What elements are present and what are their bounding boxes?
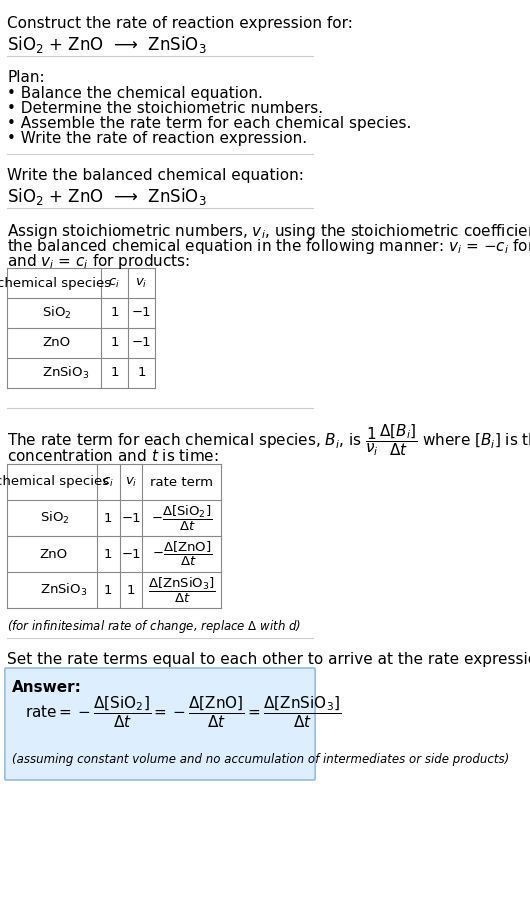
Text: (for infinitesimal rate of change, replace $\Delta$ with $d$): (for infinitesimal rate of change, repla… xyxy=(7,618,302,635)
Text: • Assemble the rate term for each chemical species.: • Assemble the rate term for each chemic… xyxy=(7,116,412,131)
FancyBboxPatch shape xyxy=(5,668,315,780)
Text: chemical species: chemical species xyxy=(0,476,109,489)
Text: 1: 1 xyxy=(104,511,112,525)
Text: $\dfrac{\Delta[\mathrm{ZnSiO_3}]}{\Delta t}$: $\dfrac{\Delta[\mathrm{ZnSiO_3}]}{\Delta… xyxy=(148,576,216,605)
Text: −1: −1 xyxy=(132,337,152,350)
Text: $\mathit{c_i}$: $\mathit{c_i}$ xyxy=(109,276,120,290)
Text: rate term: rate term xyxy=(150,476,213,489)
Text: −1: −1 xyxy=(121,548,141,560)
Text: Assign stoichiometric numbers, $\mathit{v_i}$, using the stoichiometric coeffici: Assign stoichiometric numbers, $\mathit{… xyxy=(7,222,530,241)
Text: $-\dfrac{\Delta[\mathrm{ZnO}]}{\Delta t}$: $-\dfrac{\Delta[\mathrm{ZnO}]}{\Delta t}… xyxy=(152,540,212,568)
Text: ZnO: ZnO xyxy=(42,337,70,350)
Text: $\mathregular{SiO_2}$ + ZnO  ⟶  $\mathregular{ZnSiO_3}$: $\mathregular{SiO_2}$ + ZnO ⟶ $\mathregu… xyxy=(7,34,207,55)
Text: Write the balanced chemical equation:: Write the balanced chemical equation: xyxy=(7,168,304,183)
Text: $\mathregular{SiO_2}$ + ZnO  ⟶  $\mathregular{ZnSiO_3}$: $\mathregular{SiO_2}$ + ZnO ⟶ $\mathregu… xyxy=(7,186,207,207)
Text: 1: 1 xyxy=(104,584,112,597)
Text: and $\mathit{v_i}$ = $\mathit{c_i}$ for products:: and $\mathit{v_i}$ = $\mathit{c_i}$ for … xyxy=(7,252,190,271)
Text: • Write the rate of reaction expression.: • Write the rate of reaction expression. xyxy=(7,131,307,146)
Text: −1: −1 xyxy=(121,511,141,525)
Text: Answer:: Answer: xyxy=(12,680,82,695)
Text: $\mathit{v_i}$: $\mathit{v_i}$ xyxy=(125,476,137,489)
Text: Set the rate terms equal to each other to arrive at the rate expression:: Set the rate terms equal to each other t… xyxy=(7,652,530,667)
Text: • Determine the stoichiometric numbers.: • Determine the stoichiometric numbers. xyxy=(7,101,323,116)
Text: 1: 1 xyxy=(110,307,119,320)
Text: $\mathregular{SiO_2}$: $\mathregular{SiO_2}$ xyxy=(40,510,69,526)
Text: 1: 1 xyxy=(127,584,135,597)
Text: The rate term for each chemical species, $B_i$, is $\dfrac{1}{\nu_i}\dfrac{\Delt: The rate term for each chemical species,… xyxy=(7,422,530,458)
Text: $\mathregular{ZnSiO_3}$: $\mathregular{ZnSiO_3}$ xyxy=(40,582,87,598)
Text: Plan:: Plan: xyxy=(7,70,45,85)
Text: 1: 1 xyxy=(104,548,112,560)
Text: $-\dfrac{\Delta[\mathrm{SiO_2}]}{\Delta t}$: $-\dfrac{\Delta[\mathrm{SiO_2}]}{\Delta … xyxy=(151,503,213,533)
Text: concentration and $t$ is time:: concentration and $t$ is time: xyxy=(7,448,219,464)
Text: $\mathregular{ZnSiO_3}$: $\mathregular{ZnSiO_3}$ xyxy=(42,365,89,381)
Text: 1: 1 xyxy=(110,367,119,380)
Text: chemical species: chemical species xyxy=(0,277,111,290)
Text: $\mathit{v_i}$: $\mathit{v_i}$ xyxy=(135,276,148,290)
Text: $\mathit{c_i}$: $\mathit{c_i}$ xyxy=(102,476,114,489)
Text: $\mathrm{rate} = -\dfrac{\Delta[\mathrm{SiO_2}]}{\Delta t} = -\dfrac{\Delta[\mat: $\mathrm{rate} = -\dfrac{\Delta[\mathrm{… xyxy=(25,694,342,730)
Text: −1: −1 xyxy=(132,307,152,320)
Text: • Balance the chemical equation.: • Balance the chemical equation. xyxy=(7,86,263,101)
Text: 1: 1 xyxy=(110,337,119,350)
Text: ZnO: ZnO xyxy=(40,548,68,560)
Text: (assuming constant volume and no accumulation of intermediates or side products): (assuming constant volume and no accumul… xyxy=(12,754,509,766)
Text: 1: 1 xyxy=(137,367,146,380)
Text: the balanced chemical equation in the following manner: $\mathit{v_i}$ = $-\math: the balanced chemical equation in the fo… xyxy=(7,237,530,256)
Text: $\mathregular{SiO_2}$: $\mathregular{SiO_2}$ xyxy=(42,305,72,321)
Text: Construct the rate of reaction expression for:: Construct the rate of reaction expressio… xyxy=(7,16,353,31)
